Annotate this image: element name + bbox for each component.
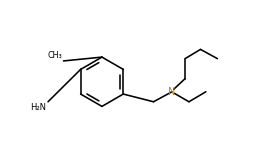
- Text: CH₃: CH₃: [48, 51, 63, 60]
- Text: N: N: [168, 87, 176, 97]
- Text: H₂N: H₂N: [31, 102, 46, 112]
